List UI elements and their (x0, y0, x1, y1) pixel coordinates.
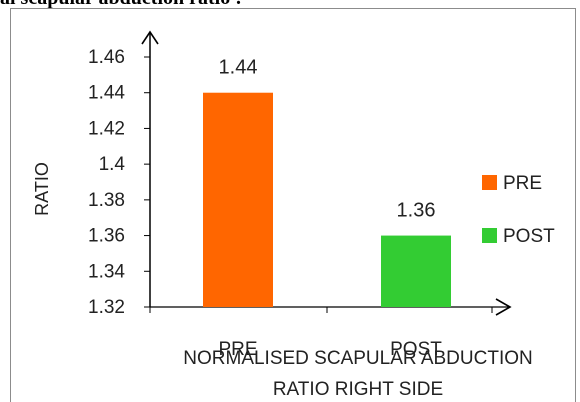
y-tick-label: 1.32 (88, 297, 125, 318)
y-tick-label: 1.42 (88, 118, 125, 139)
chart-axes (141, 30, 512, 316)
y-tick-label: 1.4 (99, 154, 126, 175)
x-category-label: POST (390, 339, 442, 360)
y-tick-label: 1.46 (88, 47, 125, 68)
data-label-pre: 1.44 (219, 57, 258, 79)
chart-data-labels: 1.44 1.36 (219, 57, 436, 222)
y-axis-arrow-icon (141, 30, 159, 45)
bar-post (381, 235, 451, 307)
x-axis-label-line-2: RATIO RIGHT SIDE (273, 379, 443, 400)
chart-frame (10, 8, 576, 402)
x-category-label: PRE (218, 339, 257, 360)
data-label-post: 1.36 (397, 200, 436, 222)
legend-swatch-pre (482, 175, 497, 190)
legend-label-post: POST (503, 226, 555, 247)
bar-pre (203, 92, 273, 307)
chart-legend: PRE POST (482, 173, 555, 247)
y-tick-label: 1.36 (88, 226, 125, 247)
page-title: al scapular abduction ratio : (0, 0, 242, 10)
x-axis-categories: PRE POST (218, 339, 442, 360)
y-tick-label: 1.44 (88, 83, 125, 104)
y-tick-label: 1.34 (88, 261, 125, 282)
legend-label-pre: PRE (503, 173, 542, 194)
chart-bars (203, 92, 451, 307)
x-axis-label-line-1: NORMALISED SCAPULAR ABDUCTION (183, 348, 532, 369)
y-tick-label: 1.38 (88, 190, 125, 211)
legend-swatch-post (482, 228, 497, 243)
y-axis-ticks: 1.32 1.34 1.36 1.38 1.4 1.42 1.44 1.46 (88, 47, 150, 318)
x-axis-arrow-icon (495, 298, 512, 316)
y-axis-label: RATIO (32, 162, 52, 216)
